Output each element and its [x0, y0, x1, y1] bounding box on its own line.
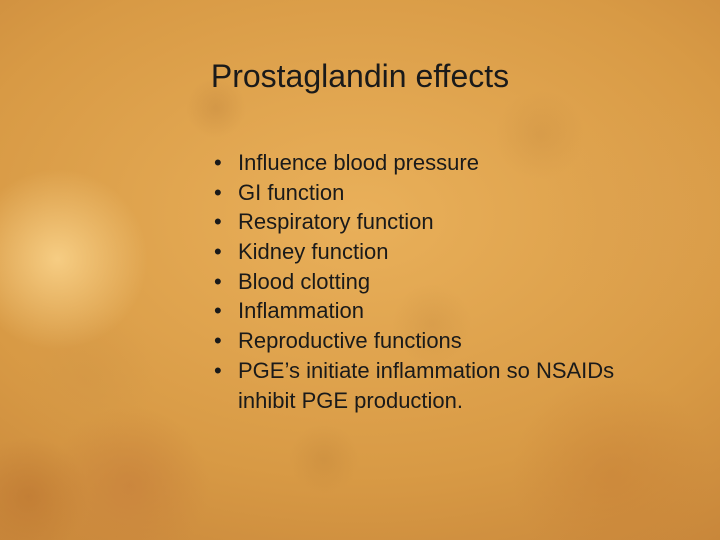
- list-item: GI function: [210, 178, 660, 208]
- bullet-list: Influence blood pressure GI function Res…: [210, 148, 660, 415]
- list-item: Reproductive functions: [210, 326, 660, 356]
- list-item: Influence blood pressure: [210, 148, 660, 178]
- list-item: Kidney function: [210, 237, 660, 267]
- slide-title: Prostaglandin effects: [0, 58, 720, 95]
- list-item: PGE’s initiate inflammation so NSAIDs in…: [210, 356, 660, 415]
- list-item: Blood clotting: [210, 267, 660, 297]
- slide: Prostaglandin effects Influence blood pr…: [0, 0, 720, 540]
- list-item: Respiratory function: [210, 207, 660, 237]
- slide-body: Influence blood pressure GI function Res…: [210, 148, 660, 415]
- list-item: Inflammation: [210, 296, 660, 326]
